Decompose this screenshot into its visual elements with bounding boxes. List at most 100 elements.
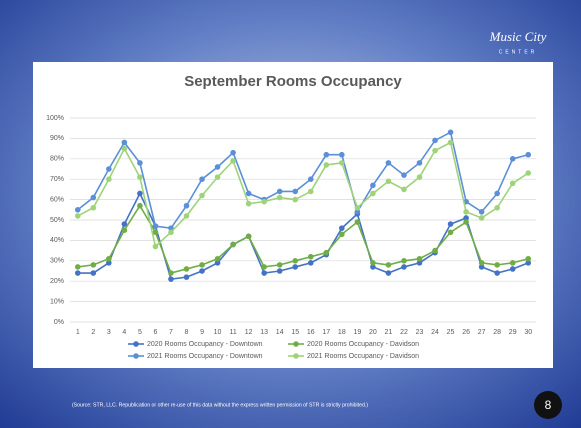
data-point <box>106 260 112 266</box>
x-tick-label: 29 <box>509 329 517 336</box>
data-point <box>447 129 454 136</box>
data-point <box>106 176 112 182</box>
data-point <box>401 264 407 270</box>
y-tick-label: 60% <box>50 196 64 203</box>
data-point <box>478 215 485 221</box>
data-point <box>416 160 423 166</box>
data-point <box>307 253 314 260</box>
data-point <box>307 188 314 195</box>
data-point <box>509 156 516 162</box>
data-point <box>494 270 500 276</box>
x-tick-label: 25 <box>447 329 455 336</box>
x-tick-label: 22 <box>400 329 408 336</box>
series-line <box>77 141 529 249</box>
y-tick-label: 100% <box>46 115 64 122</box>
x-tick-label: 5 <box>138 329 142 336</box>
data-point <box>152 229 159 236</box>
data-point <box>370 190 376 197</box>
y-tick-label: 50% <box>50 217 64 224</box>
x-tick-label: 21 <box>385 329 393 336</box>
series-line <box>77 131 529 230</box>
y-tick-label: 30% <box>50 258 64 265</box>
data-point <box>245 190 252 197</box>
chart-title: September Rooms Occupancy <box>184 73 402 90</box>
data-point <box>494 190 500 197</box>
logo-subtitle: CENTER <box>499 49 538 55</box>
data-point <box>432 147 438 154</box>
data-point <box>416 255 423 262</box>
x-tick-label: 16 <box>307 329 315 336</box>
data-point <box>74 270 81 276</box>
data-point <box>432 247 438 254</box>
data-point <box>354 219 361 225</box>
page-badge <box>534 391 562 419</box>
data-point <box>276 268 283 274</box>
x-tick-label: 26 <box>462 329 470 336</box>
y-tick-label: 40% <box>50 237 64 244</box>
data-point <box>168 270 174 276</box>
legend-label: 2020 Rooms Occupancy - Downtown <box>147 341 263 348</box>
data-point <box>261 264 267 270</box>
data-point <box>432 137 438 144</box>
data-point <box>106 166 112 172</box>
footnote: (Source: STR, LLC. Republication or othe… <box>72 402 368 408</box>
data-point <box>339 225 345 231</box>
data-point <box>292 264 299 270</box>
legend-marker <box>293 353 299 359</box>
data-point <box>121 145 128 152</box>
data-point <box>385 160 392 166</box>
x-tick-label: 9 <box>200 329 204 336</box>
data-point <box>292 196 299 203</box>
x-tick-label: 15 <box>291 329 299 336</box>
x-tick-label: 14 <box>276 329 284 336</box>
data-point <box>525 170 532 176</box>
data-point <box>183 274 190 280</box>
data-point <box>478 209 485 215</box>
y-tick-label: 90% <box>50 135 64 142</box>
data-point <box>509 266 516 272</box>
x-tick-label: 28 <box>493 329 501 336</box>
data-point <box>199 176 205 182</box>
data-point <box>339 231 345 238</box>
data-point <box>106 255 112 262</box>
data-point <box>509 180 516 187</box>
data-point <box>370 264 376 270</box>
data-point <box>323 162 330 168</box>
data-point <box>152 223 159 229</box>
data-point <box>276 262 283 268</box>
data-point <box>183 202 190 209</box>
x-tick-label: 19 <box>353 329 361 336</box>
x-tick-label: 30 <box>524 329 532 336</box>
data-point <box>199 262 205 268</box>
x-tick-label: 1 <box>76 329 80 336</box>
data-point <box>307 176 314 182</box>
data-point <box>292 258 299 264</box>
legend-marker <box>293 341 299 347</box>
x-tick-label: 4 <box>122 329 126 336</box>
x-tick-label: 23 <box>416 329 424 336</box>
data-point <box>168 276 174 282</box>
data-point <box>370 182 376 189</box>
chart-panel <box>33 62 553 368</box>
data-point <box>152 243 159 250</box>
data-point <box>447 221 454 227</box>
x-tick-label: 7 <box>169 329 173 336</box>
data-point <box>401 186 407 193</box>
data-point <box>447 229 454 236</box>
x-tick-label: 12 <box>245 329 253 336</box>
data-point <box>137 190 143 197</box>
legend-marker <box>133 341 139 347</box>
legend-label: 2020 Rooms Occupancy - Davidson <box>307 341 419 348</box>
data-point <box>121 227 128 233</box>
data-point <box>463 209 469 215</box>
data-point <box>339 151 345 158</box>
data-point <box>90 204 97 211</box>
data-point <box>121 221 128 227</box>
data-point <box>199 192 205 199</box>
x-tick-label: 27 <box>478 329 486 336</box>
data-point <box>307 260 314 266</box>
data-point <box>90 194 97 201</box>
data-point <box>354 209 361 215</box>
data-point <box>416 260 423 266</box>
